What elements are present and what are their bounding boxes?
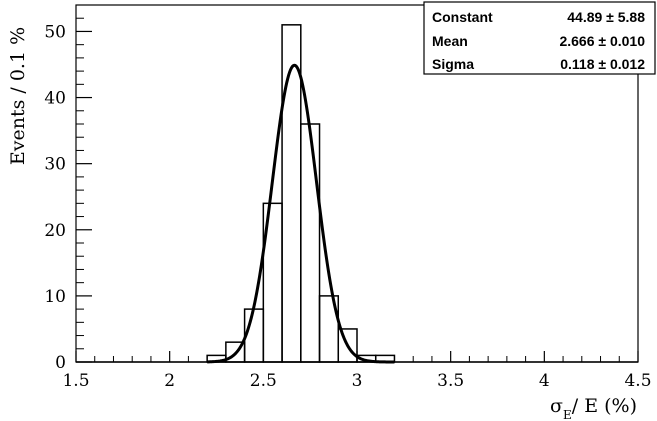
x-tick-label: 2.5 — [250, 371, 277, 391]
x-tick-labels: 1.5 2 2.5 3 3.5 4 4.5 — [62, 371, 651, 391]
x-tick-label: 1.5 — [62, 371, 89, 391]
stats-value-constant: 44.89 ± 5.88 — [567, 9, 645, 25]
histogram-bins — [76, 24, 638, 363]
y-tick-label: 0 — [55, 353, 66, 373]
gaussian-fit-curve — [207, 63, 395, 364]
y-tick-label: 40 — [44, 89, 66, 109]
y-tick-label: 30 — [44, 155, 66, 175]
fit-stats-box: Constant 44.89 ± 5.88 Mean 2.666 ± 0.010 Sig… — [423, 1, 656, 75]
y-tick-label: 20 — [44, 221, 66, 241]
x-axis-title: σE/ E (%) — [550, 395, 637, 421]
histogram-bin-5 — [300, 123, 321, 363]
stats-label-mean: Mean — [432, 33, 468, 49]
stats-label-sigma: Sigma — [432, 56, 474, 72]
x-tick-label: 3 — [352, 371, 363, 391]
y-tick-label: 50 — [44, 22, 66, 42]
y-tick-labels: 0 10 20 30 40 50 — [44, 22, 66, 373]
y-axis-title: Events / 0.1 % — [7, 27, 29, 165]
histogram-bin-4 — [281, 24, 302, 363]
stats-value-sigma: 0.118 ± 0.012 — [560, 56, 645, 72]
plot-frame — [75, 4, 639, 363]
stats-value-mean: 2.666 ± 0.010 — [559, 33, 645, 49]
x-tick-label: 4 — [539, 371, 550, 391]
x-tick-label: 4.5 — [624, 371, 651, 391]
x-tick-label: 2 — [164, 371, 175, 391]
x-tick-label: 3.5 — [437, 371, 464, 391]
y-tick-label: 10 — [44, 287, 66, 307]
stats-label-constant: Constant — [432, 9, 493, 25]
